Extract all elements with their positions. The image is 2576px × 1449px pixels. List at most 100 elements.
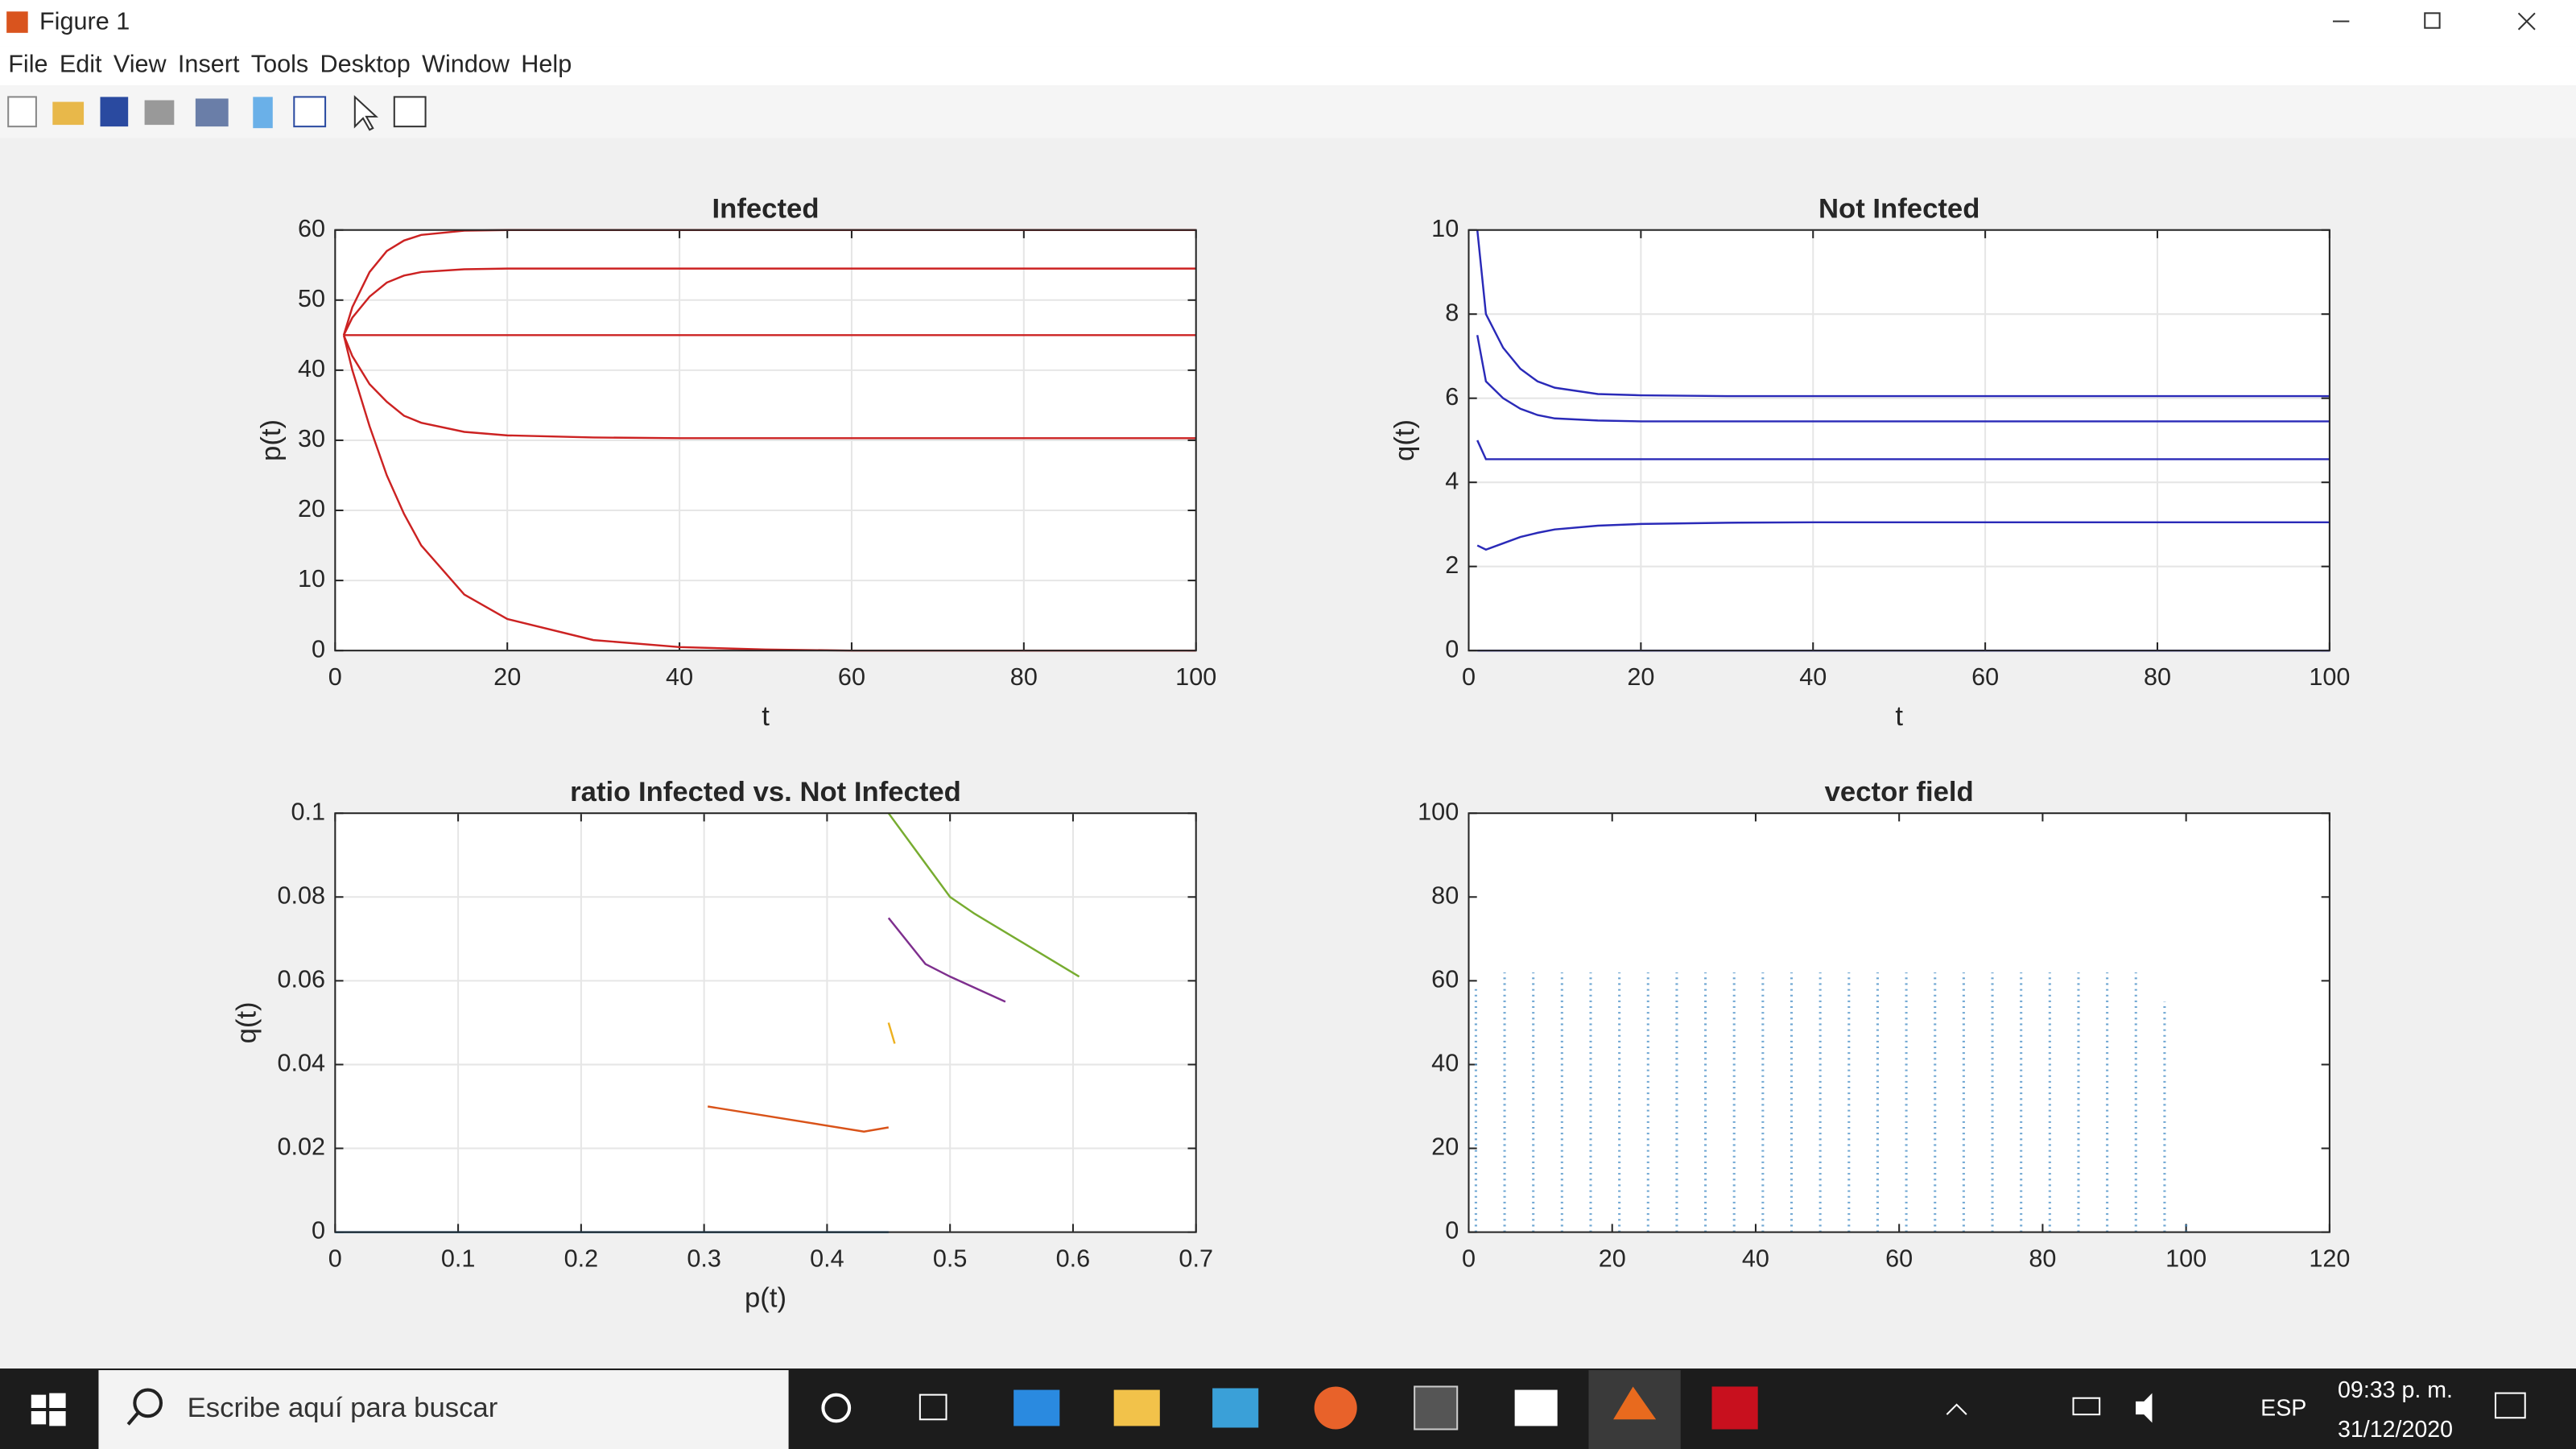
tray-expand[interactable] <box>1946 1403 1967 1415</box>
x-tick-label: 80 <box>1010 663 1038 691</box>
clock-time[interactable]: 09:33 p. m. <box>2338 1377 2453 1403</box>
link-button[interactable] <box>195 98 229 127</box>
y-tick-label: 20 <box>298 495 325 522</box>
x-tick-label: 20 <box>1599 1245 1626 1272</box>
menu-item[interactable]: Desktop <box>320 51 411 78</box>
menu-item[interactable]: Help <box>521 51 572 78</box>
chart-title: vector field <box>1825 777 1974 807</box>
menu-item[interactable]: Tools <box>251 51 308 78</box>
y-tick-label: 40 <box>1431 1050 1459 1077</box>
matlab-icon <box>1613 1386 1657 1420</box>
data-line <box>1476 229 2330 398</box>
colorbar-button[interactable] <box>253 97 273 129</box>
x-tick-label: 80 <box>2144 663 2171 691</box>
notifications-button[interactable] <box>2494 1392 2526 1419</box>
window-title: Figure 1 <box>39 8 130 35</box>
y-tick-label: 2 <box>1445 551 1459 579</box>
menu-item[interactable]: Edit <box>60 51 102 78</box>
x-tick-label: 60 <box>1885 1245 1913 1272</box>
y-tick-label: 80 <box>1431 881 1459 909</box>
axes-frame <box>1468 812 2330 1233</box>
y-tick-label: 8 <box>1445 299 1459 326</box>
y-tick-label: 0.02 <box>278 1133 326 1161</box>
menu: File Edit View Insert Tools Desktop Window Help <box>8 51 572 78</box>
x-tick-label: 20 <box>493 663 521 691</box>
y-tick-label: 10 <box>1431 215 1459 242</box>
texmaker-app[interactable] <box>1414 1385 1459 1430</box>
volume-icon[interactable] <box>2136 1393 2153 1423</box>
close-button[interactable] <box>2517 12 2536 31</box>
data-line <box>1476 440 2330 460</box>
y-axis-label: p(t) <box>256 419 287 461</box>
x-tick-label: 0.3 <box>687 1245 721 1272</box>
mail-app[interactable] <box>1013 1389 1060 1426</box>
y-tick-label: 0.08 <box>278 881 326 909</box>
print-button[interactable] <box>144 100 175 126</box>
x-tick-label: 0.2 <box>564 1245 599 1272</box>
search-box[interactable] <box>98 1370 789 1449</box>
axes-background <box>1468 229 2330 651</box>
task-view-button[interactable] <box>919 1393 947 1421</box>
cortana-button[interactable] <box>821 1393 852 1423</box>
axes-background <box>335 813 1196 1232</box>
legend-button[interactable] <box>293 96 327 128</box>
x-tick-label: 0.4 <box>810 1245 844 1272</box>
save-button[interactable] <box>100 97 129 127</box>
start-button[interactable] <box>31 1393 66 1426</box>
x-tick-label: 40 <box>1742 1245 1769 1272</box>
new-button[interactable] <box>7 96 37 128</box>
x-tick-label: 0.1 <box>441 1245 476 1272</box>
x-tick-label: 0 <box>328 1245 342 1272</box>
property-button[interactable] <box>393 96 427 128</box>
y-tick-label: 10 <box>298 565 325 592</box>
firefox-app[interactable] <box>1314 1386 1357 1430</box>
acrobat-app[interactable] <box>1711 1386 1758 1430</box>
menu-bar <box>0 46 2576 86</box>
y-tick-label: 0.04 <box>278 1050 326 1077</box>
restore-button[interactable] <box>2424 12 2441 29</box>
menu-item[interactable]: Window <box>422 51 510 78</box>
notes-app[interactable] <box>1514 1389 1558 1426</box>
menu-item[interactable]: View <box>114 51 167 78</box>
y-axis-label: q(t) <box>231 1001 262 1043</box>
axes-frame <box>334 812 1197 1233</box>
x-tick-label: 0.6 <box>1056 1245 1091 1272</box>
chart-title: Infected <box>712 193 819 224</box>
x-tick-label: 20 <box>1627 663 1654 691</box>
x-tick-label: 100 <box>1175 663 1216 691</box>
data-line <box>342 267 1196 336</box>
x-tick-label: 40 <box>666 663 693 691</box>
toolbar <box>0 85 2576 138</box>
data-line <box>1476 335 2330 423</box>
x-tick-label: 0 <box>1462 1245 1476 1272</box>
x-axis-label: p(t) <box>745 1282 786 1313</box>
menu-item[interactable]: Insert <box>178 51 240 78</box>
menu-item[interactable]: File <box>8 51 47 78</box>
open-button[interactable] <box>52 101 85 126</box>
y-tick-label: 60 <box>1431 965 1459 993</box>
x-axis-label: t <box>1895 701 1903 732</box>
explorer-app[interactable] <box>1113 1389 1160 1426</box>
x-tick-label: 80 <box>2029 1245 2056 1272</box>
battery-icon[interactable] <box>2072 1397 2101 1416</box>
x-tick-label: 0.5 <box>933 1245 968 1272</box>
y-tick-label: 6 <box>1445 383 1459 411</box>
data-line <box>342 334 1196 440</box>
x-tick-label: 60 <box>838 663 865 691</box>
x-tick-label: 0 <box>328 663 342 691</box>
search-icon-handle <box>126 1411 139 1426</box>
search-placeholder: Escribe aquí para buscar <box>188 1393 498 1423</box>
y-axis-label: q(t) <box>1389 419 1420 461</box>
y-tick-label: 40 <box>298 355 325 382</box>
y-tick-label: 0 <box>1445 635 1459 663</box>
y-tick-label: 60 <box>298 215 325 242</box>
language-indicator[interactable]: ESP <box>2260 1396 2306 1422</box>
clock-date[interactable]: 31/12/2020 <box>2338 1417 2453 1443</box>
y-tick-label: 0 <box>1445 1217 1459 1245</box>
app-icon <box>6 11 28 33</box>
x-tick-label: 120 <box>2309 1245 2350 1272</box>
edit-button[interactable] <box>353 95 378 131</box>
store-app[interactable] <box>1212 1388 1259 1428</box>
